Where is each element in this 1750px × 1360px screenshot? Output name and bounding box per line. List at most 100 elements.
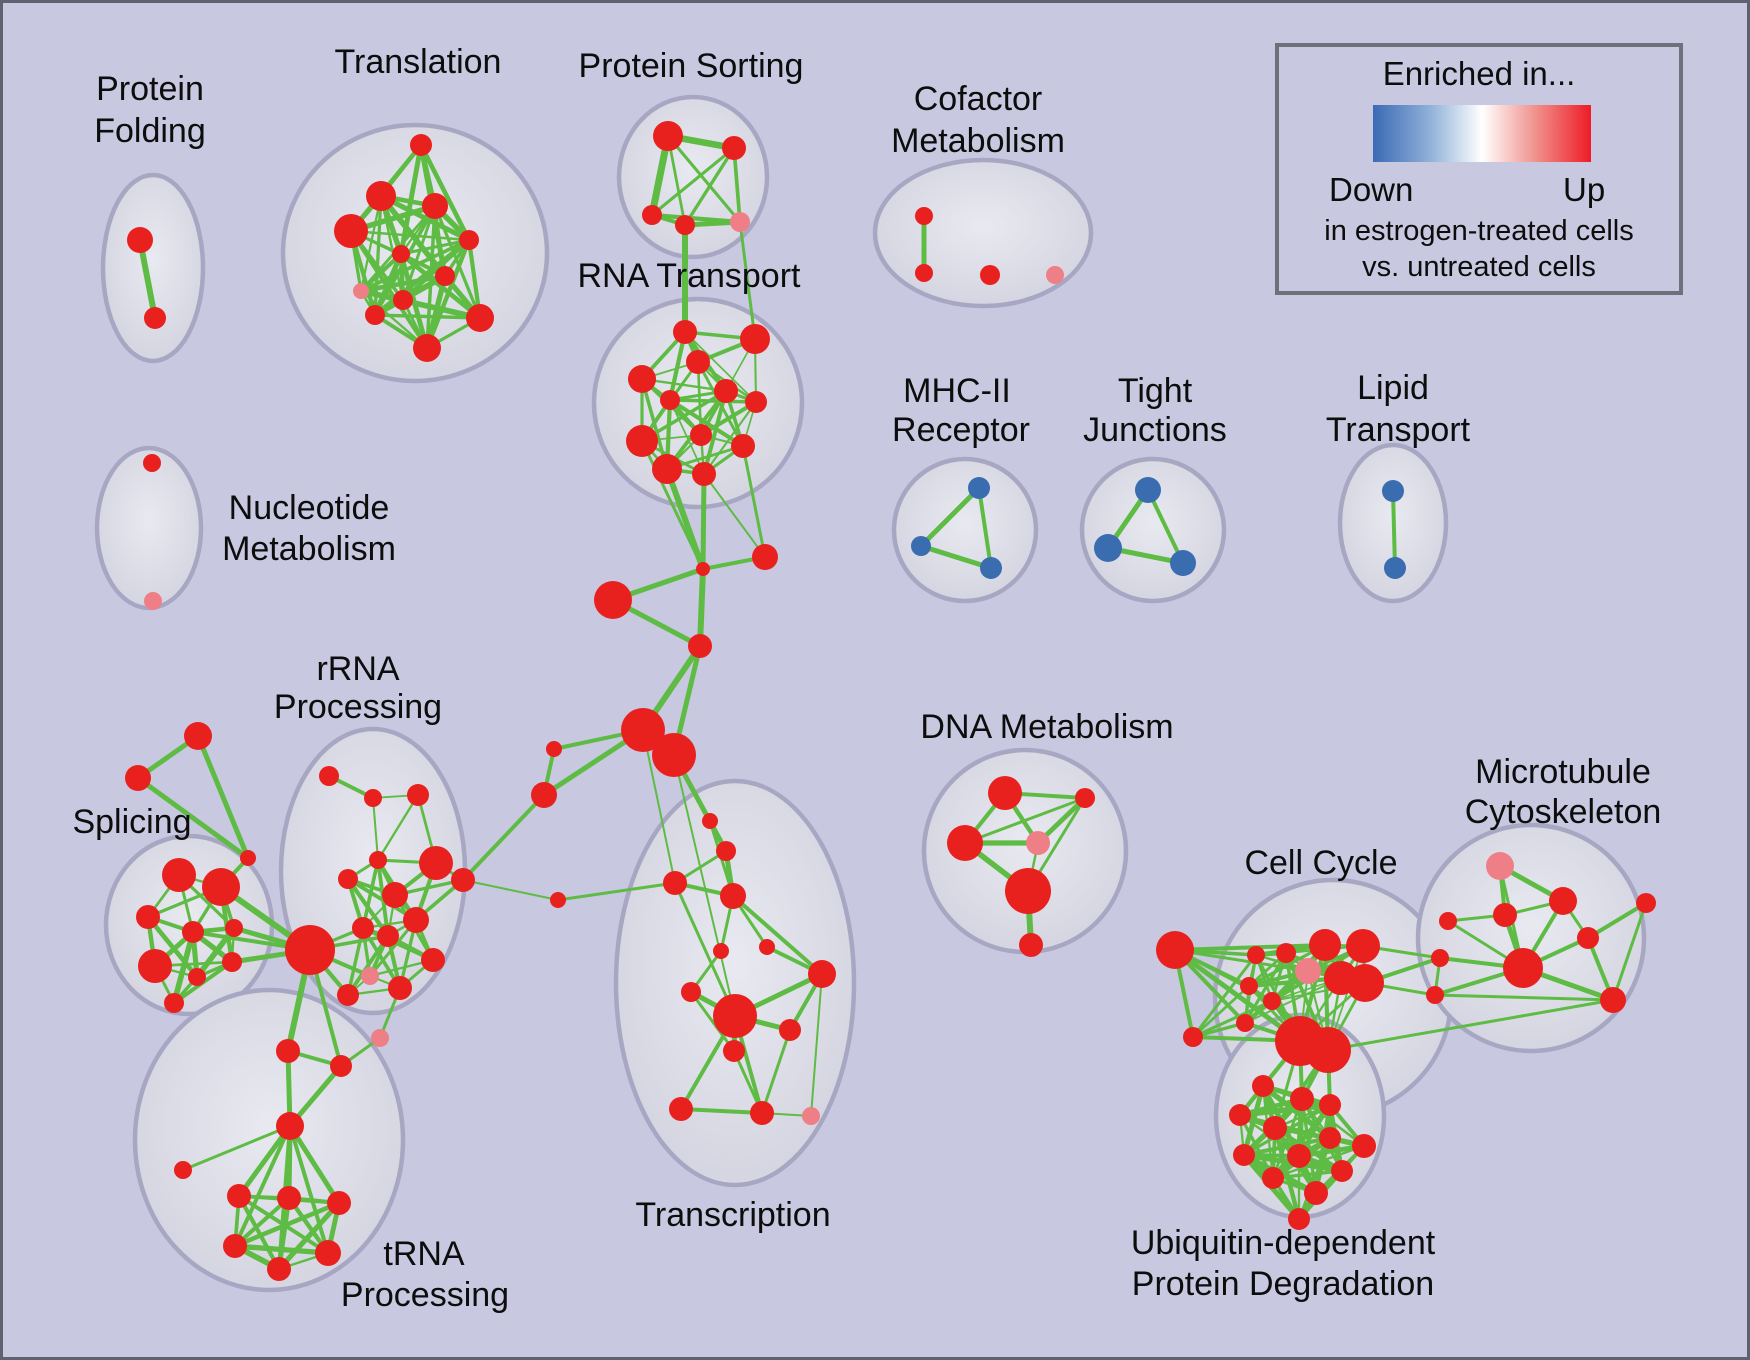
gene-set-node-pink xyxy=(1486,852,1514,880)
cluster-label: MHC-II xyxy=(903,372,1011,410)
enrichment-edge xyxy=(918,485,982,549)
enrichment-edge xyxy=(810,973,823,1117)
cluster-label: Processing xyxy=(341,1276,509,1314)
enrichment-edge xyxy=(1244,977,1342,1024)
gene-set-node-red xyxy=(315,1240,341,1266)
gene-set-node-red xyxy=(594,581,632,619)
gene-set-node-red xyxy=(174,1161,192,1179)
gene-set-node-red xyxy=(1290,1087,1314,1111)
gene-set-node-red xyxy=(1075,788,1095,808)
gene-set-node-red xyxy=(652,733,696,777)
gene-set-node-red xyxy=(127,227,153,253)
gene-set-node-red xyxy=(696,562,710,576)
gene-set-node-red xyxy=(653,121,683,151)
gene-set-node-red xyxy=(364,789,382,807)
cluster-label: Metabolism xyxy=(222,530,396,568)
gene-set-node-red xyxy=(663,871,687,895)
gene-set-node-pink xyxy=(353,283,369,299)
cluster-label: Splicing xyxy=(72,803,191,841)
gene-set-node-red xyxy=(393,290,413,310)
gene-set-node-red xyxy=(352,917,374,939)
gene-set-node-red xyxy=(164,993,184,1013)
gene-set-node-blue xyxy=(968,477,990,499)
gene-set-node-red xyxy=(138,949,172,983)
enrichment-edge xyxy=(433,204,482,320)
gene-set-node-red xyxy=(660,390,680,410)
gene-set-node-red xyxy=(642,205,662,225)
gene-set-node-red xyxy=(327,1191,351,1215)
gene-set-node-red xyxy=(714,379,738,403)
gene-set-node-red xyxy=(451,868,475,892)
enrichment-edge xyxy=(684,331,757,403)
legend-subtitle-line1: in estrogen-treated cells xyxy=(1324,215,1634,247)
cluster-bubble-nucleotide-metabolism xyxy=(94,445,204,611)
gene-set-node-blue xyxy=(911,536,931,556)
gene-set-node-red xyxy=(628,365,656,393)
gene-set-node-red xyxy=(143,454,161,472)
gene-set-node-red xyxy=(947,825,983,861)
enrichment-edge xyxy=(1270,1102,1333,1181)
gene-set-node-red xyxy=(1240,977,1258,995)
gene-set-node-red xyxy=(808,960,836,988)
enrichment-edge xyxy=(1326,998,1615,1052)
enrichment-edge xyxy=(194,925,237,980)
enrichment-edge xyxy=(236,1193,282,1272)
enrichment-edge xyxy=(171,929,196,1006)
cluster-label: Cofactor xyxy=(914,80,1043,118)
gene-set-node-red xyxy=(337,984,359,1006)
gene-set-node-red xyxy=(382,882,408,908)
cluster-label: Protein Degradation xyxy=(1132,1265,1434,1303)
cluster-label: Ubiquitin-dependent xyxy=(1131,1224,1436,1262)
gene-set-node-red xyxy=(182,921,204,943)
gene-set-node-red xyxy=(388,976,412,1000)
enrichment-edge xyxy=(346,934,390,997)
gene-set-node-red xyxy=(713,943,729,959)
gene-set-node-red xyxy=(1252,1075,1274,1097)
enrichment-edge xyxy=(135,775,251,861)
gene-set-node-red xyxy=(980,265,1000,285)
gene-set-node-red xyxy=(319,766,339,786)
legend-box: Enriched in... Down Up in estrogen-treat… xyxy=(1275,43,1683,295)
gene-set-node-red xyxy=(690,424,712,446)
cluster-bubble-trna-processing xyxy=(132,987,406,1293)
enrichment-edge xyxy=(371,796,380,862)
gene-set-node-red xyxy=(403,907,429,933)
gene-set-node-red xyxy=(410,134,432,156)
gene-set-node-red xyxy=(531,782,557,808)
gene-set-node-red xyxy=(1156,931,1194,969)
enrichment-edge xyxy=(697,566,706,649)
cluster-label: tRNA xyxy=(383,1235,465,1273)
gene-set-node-red xyxy=(1229,1104,1251,1126)
gene-set-node-red xyxy=(675,215,695,235)
gene-set-node-red xyxy=(422,193,448,219)
enrichment-edge xyxy=(700,471,707,572)
enrichment-edge xyxy=(689,990,736,1053)
cluster-label: Cell Cycle xyxy=(1244,844,1397,882)
enrichment-edge xyxy=(1241,1135,1333,1158)
gene-set-node-pink xyxy=(1026,831,1050,855)
gene-set-node-red xyxy=(366,181,396,211)
gene-set-node-blue xyxy=(1135,477,1161,503)
gene-set-node-red xyxy=(1346,929,1380,963)
gene-set-node-red xyxy=(1263,992,1281,1010)
gene-set-node-red xyxy=(1549,887,1577,915)
gene-set-node-red xyxy=(1276,943,1296,963)
gene-set-node-red xyxy=(1503,948,1543,988)
gene-set-node-red xyxy=(720,883,746,909)
cluster-label: Nucleotide xyxy=(229,489,390,527)
gene-set-node-red xyxy=(681,982,701,1002)
gene-set-node-red xyxy=(1262,1167,1284,1189)
enrichment-edge xyxy=(1297,1136,1332,1221)
gene-set-node-blue xyxy=(1094,534,1122,562)
gene-set-node-red xyxy=(750,1101,774,1125)
cluster-label: Translation xyxy=(335,43,502,81)
enrichment-edge xyxy=(137,237,158,321)
enrichment-edge xyxy=(358,251,404,294)
enrichment-edge xyxy=(145,914,200,980)
gene-set-node-red xyxy=(1183,1027,1203,1047)
legend-title: Enriched in... xyxy=(1382,55,1576,92)
enrichment-edge xyxy=(732,146,742,224)
enrichment-edge xyxy=(288,1124,330,1255)
gene-set-node-red xyxy=(1319,1094,1341,1116)
gene-set-node-red xyxy=(267,1257,291,1281)
